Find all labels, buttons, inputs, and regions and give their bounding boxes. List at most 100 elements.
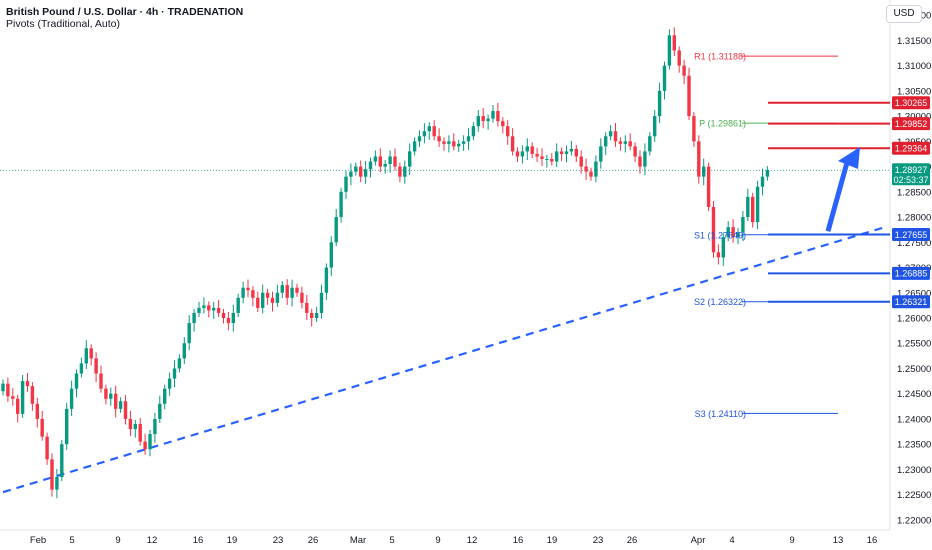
candle-body xyxy=(65,408,69,445)
projection-arrow-shaft xyxy=(825,158,851,232)
candle-body xyxy=(461,141,466,144)
candle-body xyxy=(555,151,559,162)
candle-body xyxy=(99,373,103,389)
candle-body xyxy=(618,141,623,144)
x-tick-label: 26 xyxy=(627,535,638,546)
candle-body xyxy=(60,444,64,477)
candle-body xyxy=(378,156,382,167)
candle-body xyxy=(74,373,79,389)
candle-body xyxy=(212,307,216,311)
candle-body xyxy=(569,148,574,152)
candle-body xyxy=(354,166,358,172)
candle-body xyxy=(275,292,280,303)
price-label-text: 1.26321 xyxy=(895,297,928,307)
price-label-text: 1.29852 xyxy=(895,119,928,129)
candle-body xyxy=(11,396,15,399)
candle-body xyxy=(711,206,716,253)
candle-body xyxy=(751,196,755,223)
trendline xyxy=(2,226,886,494)
x-tick-label: 12 xyxy=(467,535,478,546)
candle-body xyxy=(280,285,284,293)
candle-body xyxy=(133,424,137,430)
candle-body xyxy=(628,141,632,147)
x-tick-label: 13 xyxy=(833,535,844,546)
candle-body xyxy=(231,312,235,324)
candle-body xyxy=(412,141,417,152)
candle-body xyxy=(207,305,211,311)
candle-body xyxy=(726,227,730,238)
pivot-label: P (1.29861) xyxy=(699,119,746,129)
x-tick-label: 16 xyxy=(513,535,524,546)
chart-title: British Pound / U.S. Dollar · 4h · TRADE… xyxy=(6,6,244,18)
x-tick-label: 26 xyxy=(308,535,319,546)
x-tick-label: 12 xyxy=(147,535,158,546)
candle-body xyxy=(525,146,529,152)
candle-body xyxy=(123,401,128,419)
candle-body xyxy=(319,292,324,313)
candle-body xyxy=(496,111,500,122)
candle-body xyxy=(16,398,20,414)
x-tick-label: 9 xyxy=(115,535,120,546)
currency-selector[interactable]: USD xyxy=(886,5,922,23)
candle-body xyxy=(177,358,182,369)
projection-arrow-head xyxy=(838,147,860,169)
candle-body xyxy=(520,151,525,157)
candle-body xyxy=(118,401,123,409)
candle-body xyxy=(79,363,84,374)
price-label-box xyxy=(892,141,930,155)
price-label-text: 1.26885 xyxy=(895,269,928,279)
candle-body xyxy=(530,146,534,154)
candle-body xyxy=(540,156,544,159)
candle-body xyxy=(447,141,451,144)
candle-body xyxy=(716,252,721,258)
candle-body xyxy=(202,305,206,308)
candle-body xyxy=(349,171,353,177)
countdown-text: 02:53:37 xyxy=(893,175,928,185)
candle-body xyxy=(692,116,696,142)
candle-body xyxy=(466,136,471,142)
candle-body xyxy=(25,381,30,387)
candle-body xyxy=(138,424,142,442)
candle-body xyxy=(1,383,5,392)
indicator-label: Pivots (Traditional, Auto) xyxy=(6,18,120,30)
candle-body xyxy=(84,348,88,364)
candle-body xyxy=(261,292,265,308)
candle-body xyxy=(128,418,133,430)
candle-body xyxy=(687,75,691,117)
candle-body xyxy=(192,312,196,324)
y-tick-label: 1.27500 xyxy=(897,238,931,249)
candle-body xyxy=(6,383,10,397)
x-tick-label: Feb xyxy=(30,535,46,546)
price-label-box xyxy=(892,295,930,309)
candle-body xyxy=(731,227,735,238)
candle-body xyxy=(574,148,578,157)
candle-body xyxy=(221,312,226,318)
y-tick-label: 1.23000 xyxy=(897,465,931,476)
candle-body xyxy=(765,170,770,177)
current-price-box xyxy=(892,163,930,186)
current-price-text: 1.28927 xyxy=(895,165,928,175)
candle-body xyxy=(40,418,44,437)
candle-body xyxy=(143,441,147,450)
candle-body xyxy=(398,166,402,177)
x-tick-label: 19 xyxy=(547,535,558,546)
candle-body xyxy=(363,169,368,177)
candle-body xyxy=(682,65,686,76)
candle-body xyxy=(442,141,446,144)
candle-body xyxy=(608,131,613,137)
candle-body xyxy=(510,136,515,152)
candle-body xyxy=(265,292,270,298)
y-tick-label: 1.23500 xyxy=(897,440,931,451)
y-tick-label: 1.22000 xyxy=(897,515,931,526)
candle-body xyxy=(760,176,765,187)
y-tick-label: 1.28500 xyxy=(897,187,931,198)
candle-body xyxy=(564,151,569,154)
candle-body xyxy=(667,35,672,66)
candle-body xyxy=(643,151,647,167)
candle-body xyxy=(226,318,231,324)
x-tick-label: 19 xyxy=(227,535,238,546)
candle-body xyxy=(515,151,520,157)
pivot-label: R1 (1.31188) xyxy=(694,52,746,62)
x-tick-label: 5 xyxy=(69,535,74,546)
